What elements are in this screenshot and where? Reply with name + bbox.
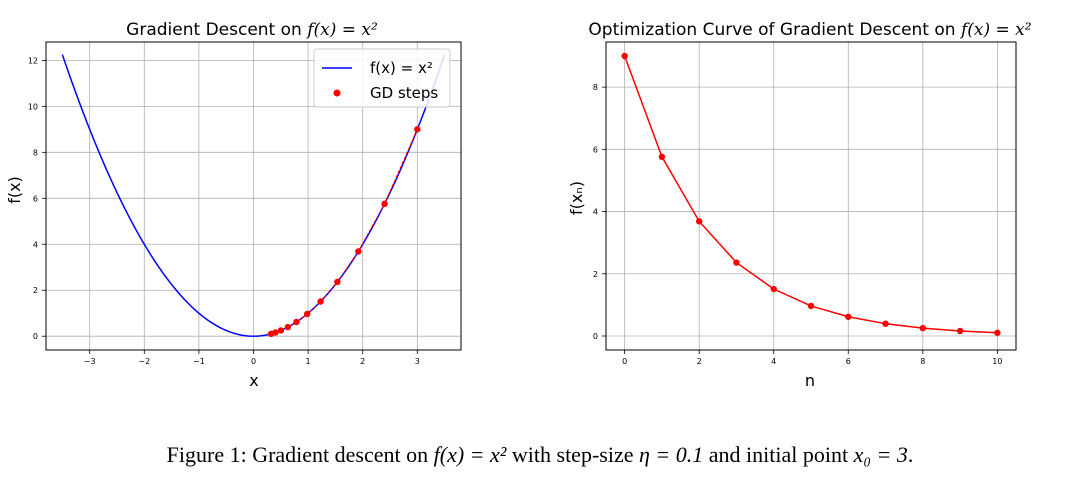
x-tick-label: 2: [697, 357, 702, 366]
iteration-point: [994, 329, 1001, 336]
y-tick-label: 4: [33, 240, 38, 249]
figure-caption: Figure 1: Gradient descent on f(x) = x² …: [0, 442, 1080, 468]
x-tick-label: 3: [415, 357, 420, 366]
gd-step-point: [293, 318, 300, 326]
iteration-point: [733, 259, 740, 266]
x-tick-label: 0: [251, 357, 256, 366]
optimization-curve-chart: Optimization Curve of Gradient Descent o…: [567, 20, 1032, 390]
x-axis-label: x: [249, 371, 258, 390]
y-tick-label: 8: [593, 83, 598, 92]
iteration-point: [658, 153, 666, 160]
gd-step-point: [414, 126, 421, 133]
iteration-point: [695, 218, 703, 225]
iteration-point: [807, 302, 815, 310]
iteration-point: [956, 327, 964, 335]
legend-label-function: f(x) = x²: [370, 59, 433, 77]
series: [61, 54, 446, 338]
iteration-point: [919, 324, 927, 332]
y-tick-labels: 0 2 4 6 8: [593, 83, 598, 341]
x-tick-label: 4: [771, 357, 776, 366]
caption-middle: with step-size: [506, 442, 639, 467]
gd-step-point: [334, 278, 341, 286]
y-tick-label: 8: [33, 148, 38, 157]
gd-step-point: [381, 200, 388, 208]
x-tick-label: 0: [622, 357, 627, 366]
caption-math-stepsize: η = 0.1: [638, 442, 704, 467]
gd-step-point: [277, 327, 285, 334]
optimization-curve: [623, 55, 998, 334]
y-tick-label: 0: [593, 332, 598, 341]
caption-math-function: f(x) = x²: [433, 442, 507, 467]
iteration-point: [770, 285, 777, 293]
caption-math-initial: x₀ = 3: [853, 442, 908, 467]
gd-step-point: [303, 310, 311, 318]
chart-title: Optimization Curve of Gradient Descent o…: [588, 20, 1031, 40]
y-tick-labels: 0 2 4 6 8 10 12: [28, 56, 38, 341]
figure: Gradient Descent on f(x) = x² −3 −2 −1 0 1 2 3…: [5, 20, 1032, 390]
x-tick-label: 2: [360, 357, 365, 366]
x-tick-labels: 0 2 4 6 8 10: [622, 357, 1002, 366]
y-tick-label: 2: [33, 286, 38, 295]
x-axis-label: n: [805, 371, 815, 390]
y-tick-label: 0: [33, 332, 38, 341]
iteration-point: [845, 313, 852, 320]
gd-step-point: [267, 330, 275, 338]
iteration-point: [882, 320, 889, 327]
x-tick-label: 6: [846, 357, 851, 366]
gd-step-point: [284, 323, 292, 331]
plot-frame: [605, 41, 1017, 351]
y-tick-label: 4: [593, 208, 598, 217]
x-tick-label: −3: [84, 357, 96, 366]
y-tick-label: 6: [33, 194, 38, 203]
plot-frame: [45, 41, 462, 351]
caption-middle2: and initial point: [703, 442, 854, 467]
y-tick-label: 12: [28, 56, 38, 65]
y-tick-label: 6: [593, 145, 598, 154]
gd-step-point: [317, 298, 324, 305]
y-axis-label: f(xₙ): [567, 181, 586, 215]
grid: [606, 42, 1016, 350]
x-tick-label: −1: [193, 357, 205, 366]
legend: f(x) = x² GD steps: [313, 48, 451, 108]
x-tick-label: 8: [920, 357, 925, 366]
x-tick-label: −2: [138, 357, 150, 366]
y-tick-label: 10: [28, 102, 38, 111]
legend-box: [313, 48, 451, 108]
legend-marker-swatch: [333, 89, 341, 97]
gd-path: [270, 129, 418, 335]
tick-marks: [602, 86, 998, 354]
x-tick-label: 10: [992, 357, 1002, 366]
gd-step-point: [355, 248, 362, 255]
chart-title: Gradient Descent on f(x) = x²: [126, 20, 378, 40]
gd-function-chart: Gradient Descent on f(x) = x² −3 −2 −1 0 1 2 3…: [5, 20, 462, 390]
series: [621, 52, 1001, 336]
x-tick-label: 1: [306, 357, 311, 366]
legend-label-gd-steps: GD steps: [370, 84, 438, 102]
function-curve: [61, 54, 446, 337]
iteration-point: [621, 52, 628, 60]
x-tick-labels: −3 −2 −1 0 1 2 3: [84, 357, 420, 366]
caption-prefix: Figure 1: Gradient descent on: [166, 442, 434, 467]
tick-marks: [42, 59, 418, 354]
y-tick-label: 2: [593, 270, 598, 279]
y-axis-label: f(x): [5, 176, 24, 204]
caption-suffix: .: [907, 442, 914, 467]
